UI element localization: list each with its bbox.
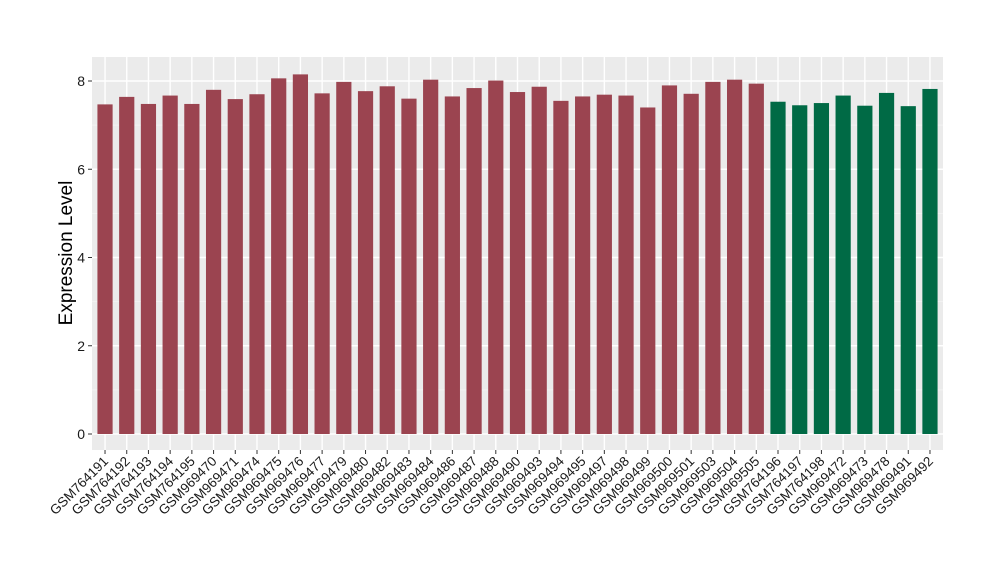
- bar: [857, 105, 873, 435]
- bar: [596, 94, 612, 435]
- bar: [640, 107, 656, 434]
- bar: [466, 88, 482, 434]
- bar: [205, 89, 222, 434]
- bar: [140, 103, 157, 434]
- bar: [488, 80, 504, 434]
- bar: [184, 103, 200, 434]
- bar: [748, 83, 764, 435]
- bar: [531, 86, 547, 434]
- bar: [900, 106, 916, 435]
- bar: [661, 85, 678, 434]
- bar: [292, 74, 309, 434]
- bar: [423, 79, 439, 435]
- bar: [379, 86, 395, 435]
- bar: [444, 96, 460, 434]
- y-axis: 0 2 4 6 8: [77, 73, 92, 442]
- bar: [878, 92, 895, 434]
- bar: [336, 81, 352, 434]
- bar: [401, 98, 417, 435]
- bar: [509, 92, 526, 434]
- bar: [726, 79, 743, 435]
- y-tick-label: 6: [77, 161, 85, 177]
- bar: [97, 104, 113, 434]
- bar: [249, 94, 265, 435]
- bar: [314, 93, 330, 434]
- bar: [792, 105, 808, 435]
- bar: [227, 99, 243, 434]
- y-tick-label: 2: [77, 338, 85, 354]
- bar: [922, 88, 938, 434]
- y-tick-label: 8: [77, 73, 85, 89]
- bar: [705, 81, 721, 434]
- bar: [770, 101, 786, 435]
- bars: [97, 74, 938, 435]
- y-axis-label: Expression Level: [56, 181, 77, 326]
- bar: [553, 100, 569, 434]
- bar: [835, 95, 851, 434]
- y-tick-label: 4: [77, 250, 85, 266]
- bar: [575, 96, 591, 434]
- x-axis: GSM764191GSM764192GSM764193GSM764194GSM7…: [47, 450, 936, 518]
- bar: [271, 78, 287, 434]
- bar: [618, 95, 634, 434]
- y-tick-label: 0: [77, 426, 85, 442]
- bar: [357, 91, 374, 435]
- bar: [162, 95, 178, 434]
- bar: [683, 93, 699, 434]
- bar: [813, 103, 830, 434]
- bar: [119, 96, 135, 434]
